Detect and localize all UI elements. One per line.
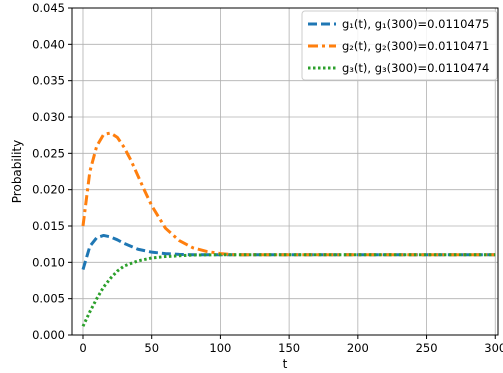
x-axis: 0 50 100 150 200 250 300 — [79, 335, 503, 355]
x-tick-label: 0 — [79, 341, 86, 355]
y-tick-label: 0.040 — [32, 37, 65, 51]
y-tick-label: 0.030 — [32, 110, 65, 124]
y-tick-label: 0.000 — [32, 328, 65, 342]
y-tick-label: 0.045 — [32, 1, 65, 15]
x-tick-label: 100 — [209, 341, 231, 355]
plot-frame — [71, 7, 499, 336]
y-axis-label: Probability — [10, 140, 24, 203]
series-layer — [81, 131, 496, 327]
y-tick-label: 0.005 — [32, 292, 65, 306]
x-tick-label: 150 — [278, 341, 300, 355]
x-axis-label: t — [283, 357, 288, 371]
x-tick-label: 250 — [416, 341, 438, 355]
y-tick-label: 0.035 — [32, 74, 65, 88]
x-tick-label: 300 — [484, 341, 503, 355]
legend-label-2: g₂(t), g₂(300)=0.0110471 — [342, 39, 489, 53]
legend-box — [301, 10, 498, 81]
x-tick-label: 50 — [144, 341, 159, 355]
y-axis: 0.000 0.005 0.010 0.015 0.020 0.025 0.030 0.035… — [32, 1, 72, 342]
y-tick-label: 0.010 — [32, 255, 65, 269]
y-tick-label: 0.025 — [32, 146, 65, 160]
series-line-2 — [81, 131, 496, 257]
y-tick-label: 0.015 — [32, 219, 65, 233]
legend-label-3: g₃(t), g₃(300)=0.0110474 — [342, 61, 489, 75]
legend: g₁(t), g₁(300)=0.0110475 g₂(t), g₂(300)=0… — [301, 10, 498, 81]
y-tick-label: 0.020 — [32, 183, 65, 197]
legend-label-1: g₁(t), g₁(300)=0.0110475 — [342, 17, 489, 31]
x-tick-label: 200 — [347, 341, 369, 355]
